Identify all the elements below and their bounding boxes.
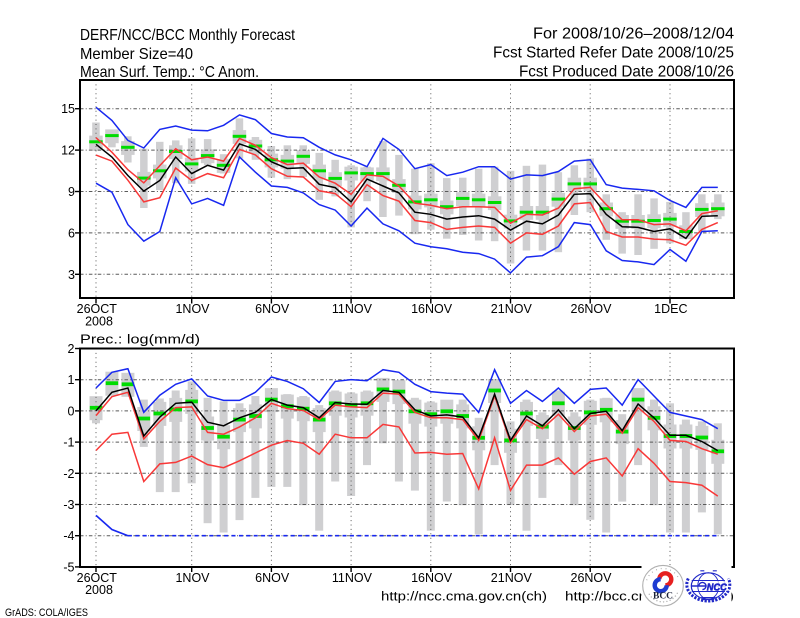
- svg-text:16NOV: 16NOV: [411, 571, 453, 585]
- svg-text:For 2008/10/26–2008/12/04: For 2008/10/26–2008/12/04: [533, 26, 734, 43]
- svg-text:-1: -1: [63, 436, 74, 450]
- svg-text:http://ncc.cma.gov.cn(ch): http://ncc.cma.gov.cn(ch): [381, 590, 547, 604]
- svg-text:26OCT: 26OCT: [77, 571, 118, 585]
- svg-text:6: 6: [68, 226, 75, 240]
- svg-text:Fcst Started Refer Date 2008/1: Fcst Started Refer Date 2008/10/25: [493, 45, 734, 62]
- svg-text:BCC: BCC: [653, 590, 673, 601]
- svg-text:-3: -3: [63, 498, 74, 512]
- svg-text:26NOV: 26NOV: [571, 302, 613, 316]
- svg-text:21NOV: 21NOV: [491, 302, 533, 316]
- svg-text:-5: -5: [63, 560, 74, 574]
- svg-text:0: 0: [68, 404, 75, 418]
- svg-text:Mean Surf. Temp.: °C Anom.: Mean Surf. Temp.: °C Anom.: [80, 64, 259, 81]
- svg-text:1NOV: 1NOV: [175, 571, 210, 585]
- svg-text:NCC: NCC: [707, 581, 727, 593]
- svg-text:-4: -4: [63, 529, 74, 543]
- svg-text:1: 1: [68, 373, 75, 387]
- svg-text:9: 9: [68, 185, 75, 199]
- svg-text:2008: 2008: [85, 315, 113, 329]
- svg-text:26NOV: 26NOV: [571, 571, 613, 585]
- svg-text:Member Size=40: Member Size=40: [80, 46, 193, 63]
- svg-text:2: 2: [68, 342, 75, 356]
- svg-text:15: 15: [61, 102, 75, 116]
- svg-text:2008: 2008: [85, 583, 113, 597]
- svg-text:16NOV: 16NOV: [411, 302, 453, 316]
- svg-text:DERF/NCC/BCC Monthly Forecast: DERF/NCC/BCC Monthly Forecast: [80, 27, 295, 44]
- svg-text:-2: -2: [63, 467, 74, 481]
- svg-text:GrADS: COLA/IGES: GrADS: COLA/IGES: [5, 607, 88, 618]
- svg-text:1DEC: 1DEC: [654, 302, 687, 316]
- svg-text:21NOV: 21NOV: [491, 571, 533, 585]
- svg-text:Fcst Produced Date 2008/10/26: Fcst Produced Date 2008/10/26: [519, 64, 734, 81]
- svg-text:6NOV: 6NOV: [255, 302, 290, 316]
- svg-text:6NOV: 6NOV: [255, 571, 290, 585]
- svg-text:1NOV: 1NOV: [175, 302, 210, 316]
- svg-text:3: 3: [68, 268, 75, 282]
- svg-text:Prec.: log(mm/d): Prec.: log(mm/d): [80, 332, 200, 347]
- svg-text:11NOV: 11NOV: [332, 302, 373, 316]
- svg-text:11NOV: 11NOV: [332, 571, 373, 585]
- svg-text:12: 12: [61, 144, 75, 158]
- svg-text:26OCT: 26OCT: [77, 302, 118, 316]
